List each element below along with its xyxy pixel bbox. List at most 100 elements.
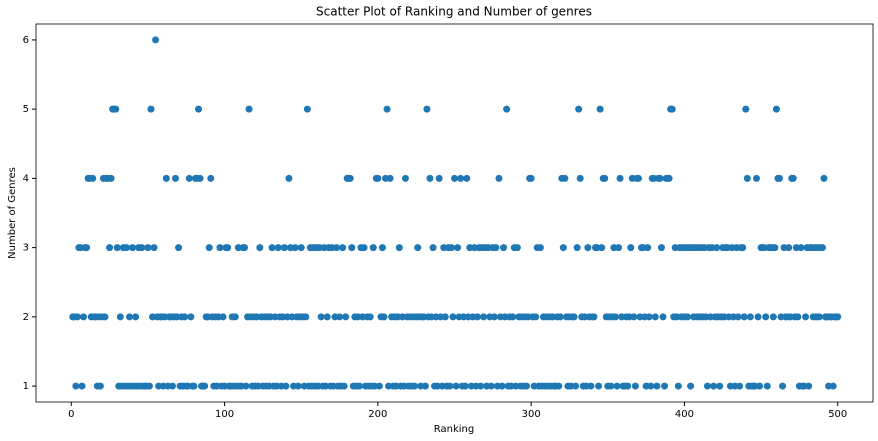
- scatter-point: [595, 382, 603, 390]
- scatter-point: [194, 105, 202, 113]
- scatter-point: [411, 382, 419, 390]
- scatter-point: [584, 244, 592, 252]
- scatter-point: [138, 244, 146, 252]
- scatter-point: [231, 313, 239, 321]
- scatter-point: [772, 105, 780, 113]
- scatter-point: [106, 244, 114, 252]
- scatter-point: [513, 244, 521, 252]
- scatter-point: [446, 382, 454, 390]
- scatter-point: [73, 313, 81, 321]
- scatter-point: [607, 382, 615, 390]
- scatter-point: [452, 382, 460, 390]
- scatter-point: [477, 382, 485, 390]
- y-tick-label: 4: [23, 173, 29, 184]
- scatter-point: [152, 36, 160, 44]
- scatter-point: [820, 174, 828, 182]
- scatter-point: [366, 313, 374, 321]
- scatter-point: [116, 313, 124, 321]
- scatter-point: [703, 382, 711, 390]
- x-tick-label: 100: [215, 409, 234, 420]
- scatter-point: [78, 382, 86, 390]
- scatter-point: [285, 174, 293, 182]
- scatter-point: [96, 382, 104, 390]
- scatter-point: [380, 313, 388, 321]
- scatter-point: [473, 313, 481, 321]
- scatter-point: [687, 382, 695, 390]
- scatter-point: [401, 174, 409, 182]
- x-tick-label: 500: [828, 409, 847, 420]
- scatter-point: [754, 313, 762, 321]
- scatter-point: [611, 313, 619, 321]
- scatter-point: [242, 382, 250, 390]
- scatter-point: [601, 174, 609, 182]
- scatter-point: [145, 382, 153, 390]
- scatter-point: [815, 313, 823, 321]
- scatter-point: [291, 244, 299, 252]
- scatter-point: [441, 313, 449, 321]
- scatter-point: [785, 244, 793, 252]
- scatter-point: [789, 174, 797, 182]
- x-tick-label: 300: [522, 409, 541, 420]
- scatter-point: [742, 105, 750, 113]
- scatter-point: [656, 174, 664, 182]
- scatter-point: [336, 313, 344, 321]
- scatter-point: [756, 382, 764, 390]
- scatter-point: [487, 382, 495, 390]
- scatter-point: [256, 244, 264, 252]
- scatter-point: [245, 105, 253, 113]
- scatter-point: [495, 174, 503, 182]
- scatter-point: [739, 244, 747, 252]
- scatter-point: [216, 244, 224, 252]
- scatter-point: [746, 313, 754, 321]
- scatter-point: [775, 174, 783, 182]
- scatter-point: [196, 174, 204, 182]
- scatter-point: [297, 244, 305, 252]
- scatter-point: [150, 244, 158, 252]
- scatter-point: [201, 382, 209, 390]
- y-axis-label: Number of Genres: [7, 167, 18, 259]
- scatter-point: [631, 382, 639, 390]
- scatter-point: [480, 313, 488, 321]
- scatter-point: [421, 382, 429, 390]
- scatter-point: [168, 382, 176, 390]
- scatter-point: [113, 244, 121, 252]
- scatter-point: [89, 174, 97, 182]
- scatter-point: [268, 244, 276, 252]
- scatter-point: [72, 382, 80, 390]
- scatter-point: [426, 174, 434, 182]
- scatter-point: [561, 174, 569, 182]
- scatter-point: [303, 105, 311, 113]
- scatter-point: [302, 313, 310, 321]
- scatter-point: [570, 313, 578, 321]
- scatter-point: [332, 244, 340, 252]
- scatter-point: [101, 313, 109, 321]
- scatter-point: [736, 382, 744, 390]
- y-tick-label: 3: [23, 243, 29, 254]
- scatter-point: [503, 105, 511, 113]
- scatter-point: [375, 382, 383, 390]
- x-axis-label: Ranking: [434, 424, 474, 435]
- x-tick-label: 0: [68, 409, 74, 420]
- scatter-point: [346, 174, 354, 182]
- scatter-point: [172, 174, 179, 182]
- scatter-point: [414, 244, 422, 252]
- chart-title: Scatter Plot of Ranking and Number of ge…: [316, 5, 592, 19]
- scatter-point: [596, 105, 604, 113]
- scatter-point: [378, 244, 386, 252]
- scatter-point: [132, 313, 140, 321]
- scatter-point: [771, 244, 779, 252]
- x-tick-label: 400: [675, 409, 694, 420]
- y-tick-label: 6: [23, 35, 29, 46]
- scatter-point: [659, 313, 667, 321]
- scatter-point: [651, 313, 659, 321]
- scatter-point: [590, 313, 598, 321]
- scatter-point: [752, 174, 760, 182]
- scatter-point: [492, 244, 500, 252]
- scatter-point: [355, 382, 363, 390]
- scatter-point: [627, 244, 635, 252]
- scatter-point: [181, 313, 189, 321]
- scatter-point: [107, 174, 115, 182]
- scatter-point: [763, 382, 771, 390]
- scatter-point: [509, 313, 517, 321]
- scatter-point: [674, 382, 682, 390]
